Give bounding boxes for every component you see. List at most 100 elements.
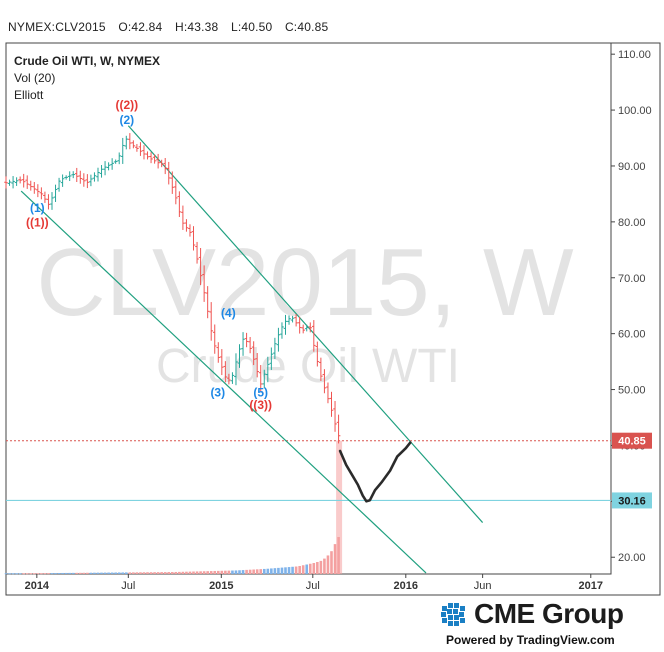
price-bar	[177, 191, 182, 218]
last-price-badge-text: 40.85	[618, 436, 646, 448]
ohlc-header: NYMEX:CLV2015 O:42.84 H:43.38 L:40.50 C:…	[8, 20, 337, 34]
chart-outer-border	[5, 42, 661, 596]
volume-bar	[174, 571, 178, 574]
y-tick-label: 50.00	[618, 385, 646, 397]
price-bar	[283, 314, 288, 335]
volume-bar	[262, 568, 266, 574]
price-bar	[170, 171, 175, 194]
volume-bar	[43, 573, 47, 575]
price-bar	[89, 174, 93, 187]
price-bar	[128, 133, 132, 150]
price-bar	[46, 194, 51, 210]
legend-volume: Vol (20)	[14, 71, 55, 85]
level-price-badge: 30.16	[612, 492, 652, 509]
volume-bar	[50, 573, 54, 575]
volume-bar	[316, 562, 319, 574]
price-bar	[32, 182, 37, 194]
volume-bar	[33, 573, 36, 575]
volume-bar	[270, 568, 273, 574]
level-price-badge-text: 30.16	[618, 495, 646, 507]
horizontal-levels	[6, 440, 611, 502]
volume-bar	[29, 573, 33, 575]
ohlc-high: H:43.38	[174, 20, 219, 34]
volume-bar	[280, 567, 284, 574]
watermark-name: Crude Oil WTI	[156, 340, 460, 393]
x-tick-label: 2015	[209, 580, 233, 592]
volume-bar	[167, 572, 171, 574]
volume-bar	[71, 572, 75, 574]
volume-bar	[294, 566, 298, 574]
volume-bar	[132, 572, 135, 574]
price-bar	[273, 337, 277, 360]
channel-lower-line	[20, 190, 427, 574]
volume-bar	[124, 572, 128, 574]
elliott-wave-label: ((1))	[26, 215, 49, 229]
price-bar	[78, 170, 83, 184]
price-bar	[21, 173, 26, 188]
volume-bar	[234, 570, 238, 574]
volume-histogram	[4, 440, 343, 575]
price-bar	[269, 347, 274, 370]
price-bar	[212, 324, 217, 354]
volume-bar	[11, 573, 15, 575]
volume-bar	[220, 570, 224, 574]
volume-bar	[78, 572, 82, 574]
brand-name: CME Group	[474, 598, 624, 629]
volume-bar	[213, 570, 217, 574]
ohlc-symbol: NYMEX:CLV2015	[8, 20, 106, 34]
volume-bar	[163, 572, 167, 574]
volume-bar	[36, 573, 40, 575]
volume-bar	[68, 572, 71, 574]
volume-bar	[224, 570, 227, 574]
volume-bar	[231, 570, 234, 574]
price-bar	[145, 151, 150, 160]
price-bar	[276, 327, 281, 352]
volume-bar	[209, 571, 213, 574]
price-bar	[280, 322, 284, 339]
elliott-wave-label: (1)	[30, 201, 45, 215]
price-bar	[7, 179, 12, 186]
price-bar	[205, 286, 210, 319]
price-bar	[138, 142, 143, 156]
volume-bar	[185, 571, 188, 574]
price-bar	[57, 177, 61, 192]
volume-bar	[146, 572, 149, 574]
volume-bar	[8, 573, 11, 575]
price-bar	[290, 315, 295, 323]
price-bar	[251, 341, 256, 366]
volume-bar	[121, 572, 125, 574]
volume-bar	[206, 571, 209, 574]
volume-bar	[170, 572, 174, 574]
volume-bar	[86, 572, 89, 574]
price-bar	[74, 167, 79, 183]
volume-bar	[89, 572, 93, 574]
price-bar	[124, 135, 129, 150]
price-bar	[326, 382, 330, 404]
price-bar	[188, 224, 192, 237]
elliott-wave-label: ((2))	[115, 98, 138, 112]
volume-bar	[305, 564, 309, 574]
volume-bar	[4, 573, 8, 575]
price-bar	[202, 265, 206, 302]
price-bar	[113, 159, 118, 164]
last-price-badge: 40.85	[612, 432, 652, 449]
volume-bar	[25, 573, 29, 575]
volume-bar	[287, 567, 291, 574]
volume-bar	[330, 551, 333, 574]
volume-bar	[252, 569, 255, 574]
price-bar	[64, 175, 68, 180]
volume-bar	[93, 572, 96, 574]
price-bar	[39, 187, 44, 200]
powered-by-link[interactable]: Powered by TradingView.com	[446, 633, 615, 647]
price-bar	[142, 145, 146, 160]
volume-bar	[156, 572, 160, 574]
price-chart[interactable]: CLV2015, W Crude Oil WTI ((2))(2) (1)((1)…	[0, 0, 664, 600]
ohlc-low: L:40.50	[230, 20, 273, 34]
volume-bar	[103, 572, 107, 574]
volume-bar	[64, 572, 68, 574]
price-bar	[329, 391, 334, 417]
y-tick-label: 60.00	[618, 329, 646, 341]
volume-bar	[241, 570, 245, 574]
price-bar	[262, 369, 267, 389]
volume-bar	[117, 572, 121, 574]
